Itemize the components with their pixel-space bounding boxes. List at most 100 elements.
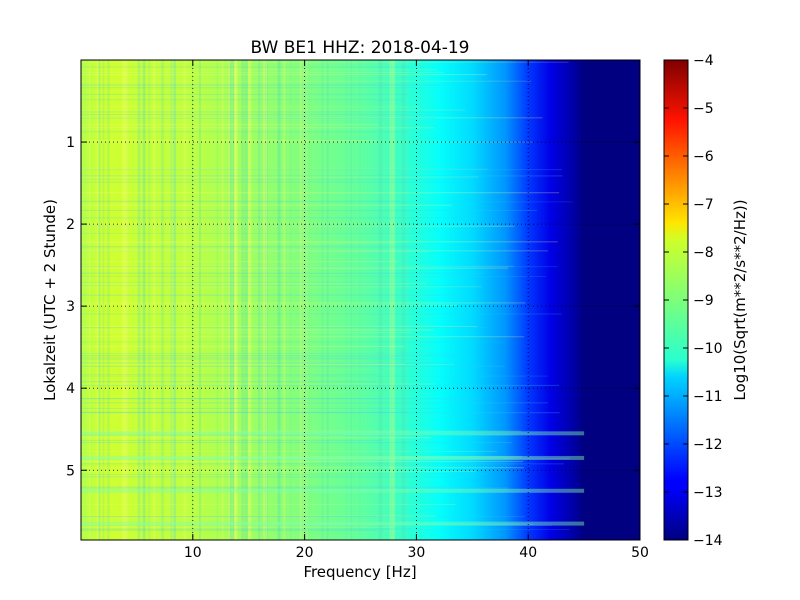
spectral-streak — [81, 375, 549, 377]
spectral-streak — [148, 60, 151, 540]
spectral-streak — [402, 60, 405, 540]
spectral-streak — [81, 283, 426, 285]
spectral-streak — [81, 169, 563, 171]
spectral-streak — [326, 60, 329, 540]
spectral-streak — [266, 60, 268, 540]
spectral-streak — [137, 60, 139, 540]
spectral-streak — [81, 529, 378, 531]
spectral-streak — [81, 267, 509, 269]
spectral-streak — [81, 204, 453, 206]
spectral-streak — [81, 87, 427, 89]
spectral-streak — [228, 60, 230, 540]
spectral-streak — [81, 526, 393, 528]
spectral-streak — [81, 430, 522, 432]
spectral-streak — [81, 363, 405, 365]
spectral-streak — [81, 66, 425, 68]
colorbar-tick-label: −4 — [693, 53, 714, 69]
y-axis-ticks: 1 2 3 4 5 — [66, 135, 640, 479]
spectral-streak — [121, 60, 124, 540]
spectral-streak — [301, 60, 303, 540]
spectral-streak — [81, 381, 377, 383]
spectral-streak — [169, 60, 171, 540]
spectral-streak — [183, 60, 187, 540]
spectral-streak — [81, 61, 569, 63]
spectral-streak — [81, 345, 405, 347]
spectral-streak — [161, 60, 165, 540]
spectral-streak — [81, 357, 396, 359]
spectral-streak — [301, 60, 303, 540]
plot-frame — [80, 59, 641, 541]
spectral-streak — [346, 60, 348, 540]
spectral-streak — [81, 246, 426, 248]
spectral-streak — [81, 60, 473, 62]
spectral-streak — [81, 80, 532, 82]
spectral-streak — [126, 60, 128, 540]
spectral-band — [81, 521, 585, 526]
spectral-streak — [81, 383, 435, 385]
spectral-streak — [81, 398, 482, 400]
spectral-streak — [81, 223, 397, 225]
colorbar-tick-label: −10 — [693, 341, 723, 357]
colorbar-tick-label: −13 — [693, 485, 723, 501]
spectral-streak — [81, 460, 524, 462]
spectral-streak — [81, 471, 476, 473]
spectral-streak — [191, 60, 193, 540]
spectral-streak — [378, 60, 382, 540]
spectral-streak — [359, 60, 361, 540]
spectral-streak — [283, 60, 286, 540]
spectral-streak — [81, 456, 523, 458]
spectral-streak — [81, 168, 488, 170]
spectral-streak — [81, 192, 560, 194]
spectral-streak — [81, 374, 378, 376]
spectral-streak — [81, 251, 430, 253]
spectral-streak — [277, 60, 280, 540]
spectral-streak — [249, 60, 252, 540]
spectral-streak — [258, 60, 261, 540]
spectral-streak — [401, 60, 404, 540]
spectral-streak — [81, 304, 458, 306]
spectral-streak — [81, 111, 474, 113]
y-tick-label: 4 — [66, 381, 75, 397]
spectral-streak — [81, 176, 479, 178]
colorbar-tick-label: −7 — [693, 197, 714, 213]
spectral-streak — [221, 60, 224, 540]
spectral-streak — [264, 60, 267, 540]
spectral-streak — [81, 362, 450, 364]
x-tick-label: 40 — [519, 545, 537, 561]
colorbar-tick-label: −8 — [693, 245, 714, 261]
spectral-streak — [81, 181, 470, 183]
spectral-streak — [81, 398, 380, 400]
spectral-streak — [81, 179, 472, 181]
x-tick-label: 50 — [631, 545, 649, 561]
spectral-streak — [173, 60, 176, 540]
y-tick-label: 1 — [66, 135, 75, 151]
grid-lines — [81, 60, 640, 540]
spectral-streak — [81, 355, 462, 357]
spectral-streak — [81, 294, 457, 296]
spectral-streak — [81, 242, 394, 244]
spectral-streak — [171, 60, 175, 540]
spectral-streak — [81, 437, 432, 439]
spectral-streak — [245, 60, 248, 540]
colorbar-label: Log10(Sqrt(m**2/s**2/Hz)) — [731, 199, 749, 400]
spectral-streak — [81, 175, 563, 177]
spectral-streak — [232, 60, 235, 540]
spectral-streak — [81, 261, 399, 263]
spectral-streak — [81, 467, 524, 469]
spectral-streak — [81, 302, 526, 304]
spectral-streak — [143, 60, 146, 540]
spectral-streak — [81, 217, 477, 219]
spectral-streak — [302, 60, 306, 540]
spectral-streak — [81, 71, 444, 73]
y-tick-label: 3 — [66, 299, 75, 315]
spectral-streak — [81, 352, 452, 354]
spectral-streak — [102, 60, 105, 540]
spectral-streak — [216, 60, 218, 540]
spectral-streak — [81, 411, 408, 413]
spectral-streak — [81, 487, 509, 489]
spectral-streak — [123, 60, 126, 540]
spectral-streak — [306, 60, 308, 540]
spectral-streak — [81, 503, 456, 505]
spectral-streak — [321, 60, 324, 540]
